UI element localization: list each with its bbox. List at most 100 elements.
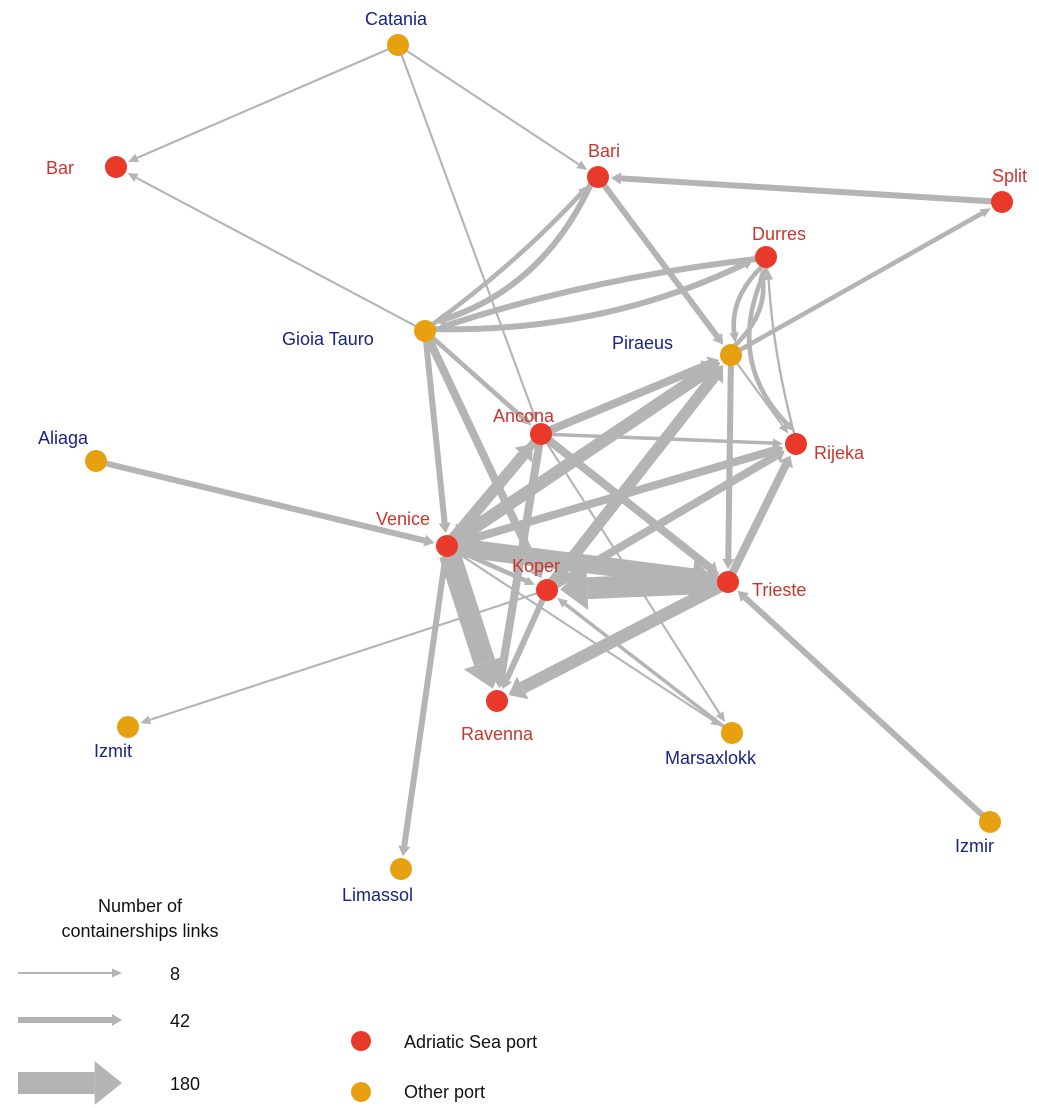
port-label-aliaga: Aliaga — [38, 428, 89, 448]
legend-weight-label-180: 180 — [170, 1074, 200, 1094]
edge-catania-to-ancona-head — [528, 410, 538, 422]
edge-koper-to-piraeus-head — [704, 365, 724, 384]
labels-layer: Catania Bar Bari Split Durres Gioia Tauro Pira… — [38, 9, 1027, 905]
edge-gioia-to-koper-head — [529, 565, 545, 579]
port-label-koper: Koper — [512, 556, 560, 576]
edge-bari-to-piraeus-line — [600, 182, 720, 339]
port-label-ancona: Ancona — [493, 406, 555, 426]
edge-izmir-to-trieste-head — [737, 590, 750, 602]
edge-gioia-to-venice — [422, 339, 451, 534]
edge-koper-to-rijeka-line — [552, 452, 779, 589]
legend-adriatic-label: Adriatic Sea port — [404, 1032, 537, 1052]
edge-catania-to-ancona — [400, 53, 538, 422]
edge-durres-to-gioia — [437, 255, 758, 331]
edge-catania-to-bar-head — [127, 153, 139, 162]
edge-split-to-bari-line — [620, 175, 994, 205]
legend-weights-title-line2: containerships links — [61, 921, 218, 941]
legend-weights-title-line1: Number of — [98, 896, 183, 916]
edge-aliaga-to-venice-head — [423, 534, 435, 547]
edge-catania-to-ancona-line — [400, 53, 535, 413]
edge-venice-to-ravenna — [439, 551, 506, 689]
port-node-split — [991, 191, 1013, 213]
edge-ancona-to-trieste-head — [704, 561, 718, 575]
edge-trieste-to-rijeka-head — [778, 455, 794, 469]
edge-koper-to-rijeka — [552, 448, 785, 589]
legend-weight-arrow-42-head — [112, 1013, 122, 1027]
edge-trieste-to-ravenna-head — [508, 676, 529, 700]
edge-marsaxlokk-to-koper-line — [564, 602, 726, 729]
port-label-durres: Durres — [752, 224, 806, 244]
edge-ancona-to-piraeus-line — [547, 360, 712, 435]
port-node-bari — [587, 166, 609, 188]
edge-ancona-to-marsaxlokk-head — [715, 711, 726, 723]
edge-koper-to-ravenna-head — [500, 677, 512, 690]
edge-piraeus-to-split-line — [737, 211, 984, 353]
edge-marsaxlokk-to-koper-head — [557, 597, 568, 608]
nodes-layer — [85, 34, 1013, 880]
edge-piraeus-to-trieste — [722, 363, 735, 570]
port-label-marsaxlokk: Marsaxlokk — [665, 748, 757, 768]
edge-catania-to-bar-line — [136, 47, 391, 159]
legend-weight-arrows: 8 42 180 — [18, 964, 200, 1105]
port-node-venice — [436, 535, 458, 557]
port-label-trieste: Trieste — [752, 580, 806, 600]
edge-catania-to-bari-line — [404, 49, 580, 166]
edge-gioia-to-bari-line — [430, 191, 584, 327]
edge-durres-to-piraeus — [729, 263, 765, 343]
edge-venice-to-ravenna-line — [439, 551, 496, 666]
edge-piraeus-to-durres-line — [732, 278, 766, 349]
edge-durres-to-gioia-head — [437, 319, 450, 331]
edge-piraeus-to-rijeka-line — [735, 361, 784, 427]
edge-gioia-to-koper-line — [425, 337, 541, 571]
edge-gioia-to-bari — [430, 185, 589, 327]
edge-koper-to-piraeus — [548, 365, 724, 587]
port-node-izmit — [117, 716, 139, 738]
port-label-bar: Bar — [46, 158, 74, 178]
edge-venice-to-piraeus-line — [450, 365, 711, 547]
edge-trieste-to-koper — [559, 566, 720, 611]
edge-split-to-bari-head — [610, 172, 622, 185]
edge-trieste-to-rijeka — [728, 455, 794, 576]
port-label-piraeus: Piraeus — [612, 333, 673, 353]
edge-gioia-to-venice-head — [438, 522, 451, 534]
edge-catania-to-bar — [127, 47, 391, 162]
port-node-durres — [755, 246, 777, 268]
edge-koper-to-ravenna-line — [503, 596, 547, 682]
edge-gioia-to-durres-line — [433, 261, 746, 333]
edge-venice-to-limassol — [398, 554, 449, 857]
port-label-izmit: Izmit — [94, 741, 132, 761]
edge-venice-to-ancona-head — [514, 443, 533, 463]
legend-other-label: Other port — [404, 1082, 485, 1102]
legend-weight-label-8: 8 — [170, 964, 180, 984]
legend-weight-arrow-8-head — [112, 968, 122, 978]
edge-rijeka-to-durres — [764, 269, 796, 436]
port-node-marsaxlokk — [721, 722, 743, 744]
edge-venice-to-koper-line — [454, 547, 527, 583]
edge-gioia-to-koper — [425, 337, 545, 579]
edge-rijeka-to-durres-head — [764, 269, 774, 281]
edge-durres-to-piraeus-head — [729, 332, 739, 343]
port-label-ravenna: Ravenna — [461, 724, 534, 744]
edge-trieste-to-ravenna — [508, 580, 723, 700]
edge-piraeus-to-split-head — [979, 208, 991, 218]
port-label-gioia: Gioia Tauro — [282, 329, 374, 349]
edge-koper-to-izmit — [140, 591, 539, 725]
edge-venice-to-limassol-line — [401, 554, 449, 847]
edge-trieste-to-koper-line — [586, 571, 720, 600]
edge-trieste-to-ravenna-line — [519, 580, 723, 694]
port-label-rijeka: Rijeka — [814, 443, 865, 463]
port-node-izmir — [979, 811, 1001, 833]
edge-durres-to-rijeka-head — [783, 420, 794, 432]
edge-durres-to-piraeus-line — [731, 263, 765, 334]
legend: Number of containerships links 8 42 180 Ad… — [18, 896, 537, 1105]
edge-venice-to-koper-head — [524, 576, 536, 585]
edge-bari-to-gioia-line — [443, 181, 595, 323]
edge-venice-to-marsaxlokk-line — [453, 550, 714, 722]
port-node-aliaga — [85, 450, 107, 472]
edge-durres-to-gioia-line — [446, 255, 758, 329]
edge-koper-to-rijeka-head — [771, 448, 785, 463]
edge-piraeus-to-rijeka-head — [778, 422, 789, 434]
port-node-piraeus — [720, 344, 742, 366]
legend-weight-label-42: 42 — [170, 1011, 190, 1031]
